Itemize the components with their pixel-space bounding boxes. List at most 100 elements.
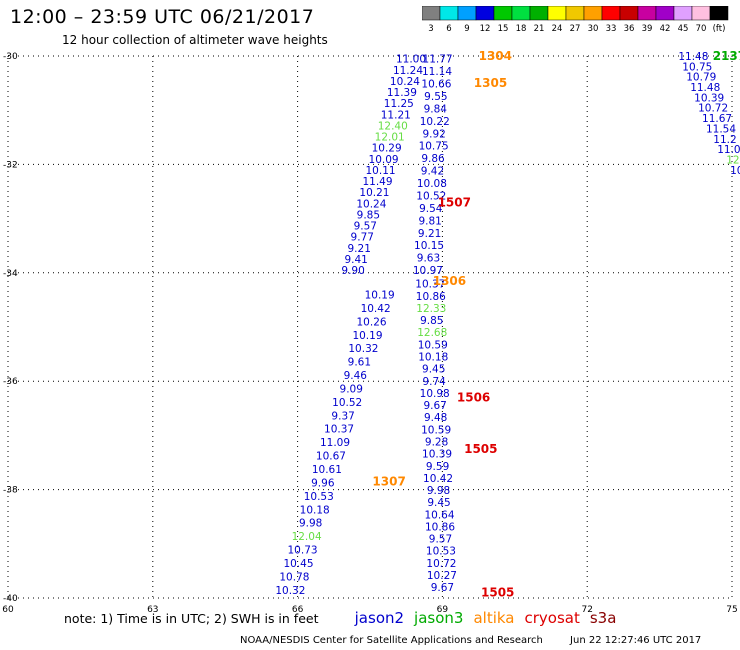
- wave-height-value: 9.57: [354, 221, 377, 233]
- wave-height-value: 10.18: [418, 351, 448, 363]
- wave-height-value: 9.41: [344, 254, 367, 266]
- wave-height-value: 11.21: [381, 109, 411, 121]
- wave-height-value: 10.86: [425, 521, 455, 533]
- wave-height-value: 10.42: [423, 473, 453, 485]
- colorbar-label: 24: [552, 24, 563, 34]
- credit-text: NOAA/NESDIS Center for Satellite Applica…: [240, 635, 543, 646]
- wave-height-value: 10.78: [279, 571, 309, 583]
- colorbar-label: 9: [464, 24, 469, 34]
- wave-height-value: 10.09: [369, 154, 399, 166]
- wave-height-value: 11.0: [717, 144, 740, 156]
- wave-height-value: 12: [726, 154, 739, 166]
- wave-height-value: 10.64: [424, 509, 454, 521]
- wave-height-value: 9.46: [344, 370, 368, 382]
- legend-s3a: s3a: [589, 609, 617, 627]
- wave-height-value: 9.55: [424, 91, 447, 103]
- wave-height-value: 9.63: [417, 253, 440, 265]
- wave-height-value: 11.2: [713, 134, 736, 146]
- wave-height-value: 9.81: [418, 215, 441, 227]
- wave-height-value: 9.37: [331, 410, 354, 422]
- colorbar-label: 27: [570, 24, 581, 34]
- wave-height-value: 11.25: [384, 98, 414, 110]
- wave-height-value: 11.77: [423, 54, 453, 66]
- wave-height-value: 11.09: [320, 437, 350, 449]
- wave-height-value: 10.32: [275, 585, 305, 597]
- pass-number-label: 1505: [481, 586, 514, 600]
- colorbar-label: 6: [446, 24, 451, 34]
- wave-height-value: 11.48: [678, 51, 708, 63]
- wave-height-value: 11.48: [690, 82, 720, 94]
- wave-height-value: 10.67: [316, 451, 346, 463]
- colorbar-label: 42: [660, 24, 671, 34]
- wave-height-value: 9.57: [429, 534, 452, 546]
- wave-height-value: 9.92: [422, 128, 445, 140]
- wave-height-value: 9.85: [420, 315, 443, 327]
- wave-height-value: 10.98: [420, 388, 450, 400]
- wave-height-value: 11.24: [393, 65, 423, 77]
- wave-height-value: 10.21: [359, 187, 389, 199]
- wave-height-value: 10.37: [415, 279, 445, 291]
- wave-height-value: 9.21: [418, 228, 441, 240]
- legend-cryosat: cryosat: [524, 609, 580, 627]
- wave-height-value: 10.73: [288, 545, 318, 557]
- pass-number-label: 1505: [464, 442, 497, 456]
- wave-height-value: 9.86: [421, 153, 445, 165]
- wave-height-value: 10.11: [366, 165, 396, 177]
- wave-height-value: 9.45: [422, 364, 445, 376]
- pass-number-label: 1506: [457, 390, 490, 404]
- wave-height-value: 10.72: [426, 558, 456, 570]
- wave-height-value: 12.68: [417, 327, 447, 339]
- wave-height-value: 10.15: [414, 240, 444, 252]
- pass-labels: 1304 1305 2137 1507 1306 1506 1505 1307 1505: [372, 49, 740, 600]
- colorbar-label: 3: [428, 24, 433, 34]
- wave-height-value: 10.39: [694, 92, 724, 104]
- colorbar-label: 45: [678, 24, 689, 34]
- wave-height-value: 11.14: [422, 66, 452, 78]
- wave-height-value: 9.85: [357, 209, 380, 221]
- legend-jason3: jason3: [414, 609, 464, 627]
- pass-number-label: 1306: [433, 274, 466, 288]
- lon-tick-label: 72: [581, 605, 592, 615]
- wave-height-value: 10.75: [419, 141, 449, 153]
- wave-height-value: 10.79: [686, 72, 716, 84]
- wave-height-value: 11.39: [387, 87, 417, 99]
- lon-tick-label: 63: [147, 605, 158, 615]
- map-title: 12:00 – 23:59 UTC 06/21/2017: [10, 6, 315, 28]
- lat-tick-label: -30: [3, 52, 18, 62]
- wave-height-value: 9.77: [351, 232, 374, 244]
- wave-height-value: 9.45: [427, 497, 450, 509]
- lon-tick-label: 66: [292, 605, 304, 615]
- wave-height-value: 10.52: [332, 397, 362, 409]
- satellite-legend: jason2 jason3 altika cryosat s3a: [355, 609, 627, 627]
- wave-height-value: 10.37: [324, 424, 354, 436]
- colorbar-label: 33: [606, 24, 617, 34]
- wave-height-value: 10.75: [682, 61, 712, 73]
- wave-height-value: 10.19: [352, 330, 382, 342]
- wave-height-value: 10.22: [420, 116, 450, 128]
- satellite-tracks: 11.0011.2410.2411.3911.2511.2112.4012.01…: [275, 51, 740, 597]
- wave-height-value: 11.00: [396, 54, 426, 66]
- wave-height-value: 12.33: [416, 303, 446, 315]
- colorbar-label: 18: [516, 24, 527, 34]
- legend-altika: altika: [473, 609, 515, 627]
- wave-height-value: 9.54: [419, 203, 443, 215]
- lat-tick-label: -36: [3, 377, 18, 387]
- wave-height-value: 9.67: [423, 400, 446, 412]
- wave-height-value: 9.09: [340, 383, 363, 395]
- lat-lon-grid: [7, 55, 733, 599]
- colorbar-label: (ft): [713, 24, 726, 34]
- wave-height-value: 10.61: [312, 464, 342, 476]
- wave-height-value: 10.26: [357, 316, 387, 328]
- wave-height-value: 10.29: [372, 143, 402, 155]
- colorbar-label: 15: [498, 24, 509, 34]
- wave-height-value: 9.90: [341, 265, 364, 277]
- wave-height-value: 10.27: [427, 570, 457, 582]
- lat-tick-label: -40: [3, 594, 18, 604]
- wave-height-value: 10.08: [417, 178, 447, 190]
- wave-height-value: 11.54: [706, 123, 736, 135]
- colorbar-label: 12: [480, 24, 491, 34]
- lat-tick-label: -38: [3, 486, 18, 496]
- wave-height-value: 9.96: [311, 477, 335, 489]
- wave-height-value: 9.61: [348, 357, 371, 369]
